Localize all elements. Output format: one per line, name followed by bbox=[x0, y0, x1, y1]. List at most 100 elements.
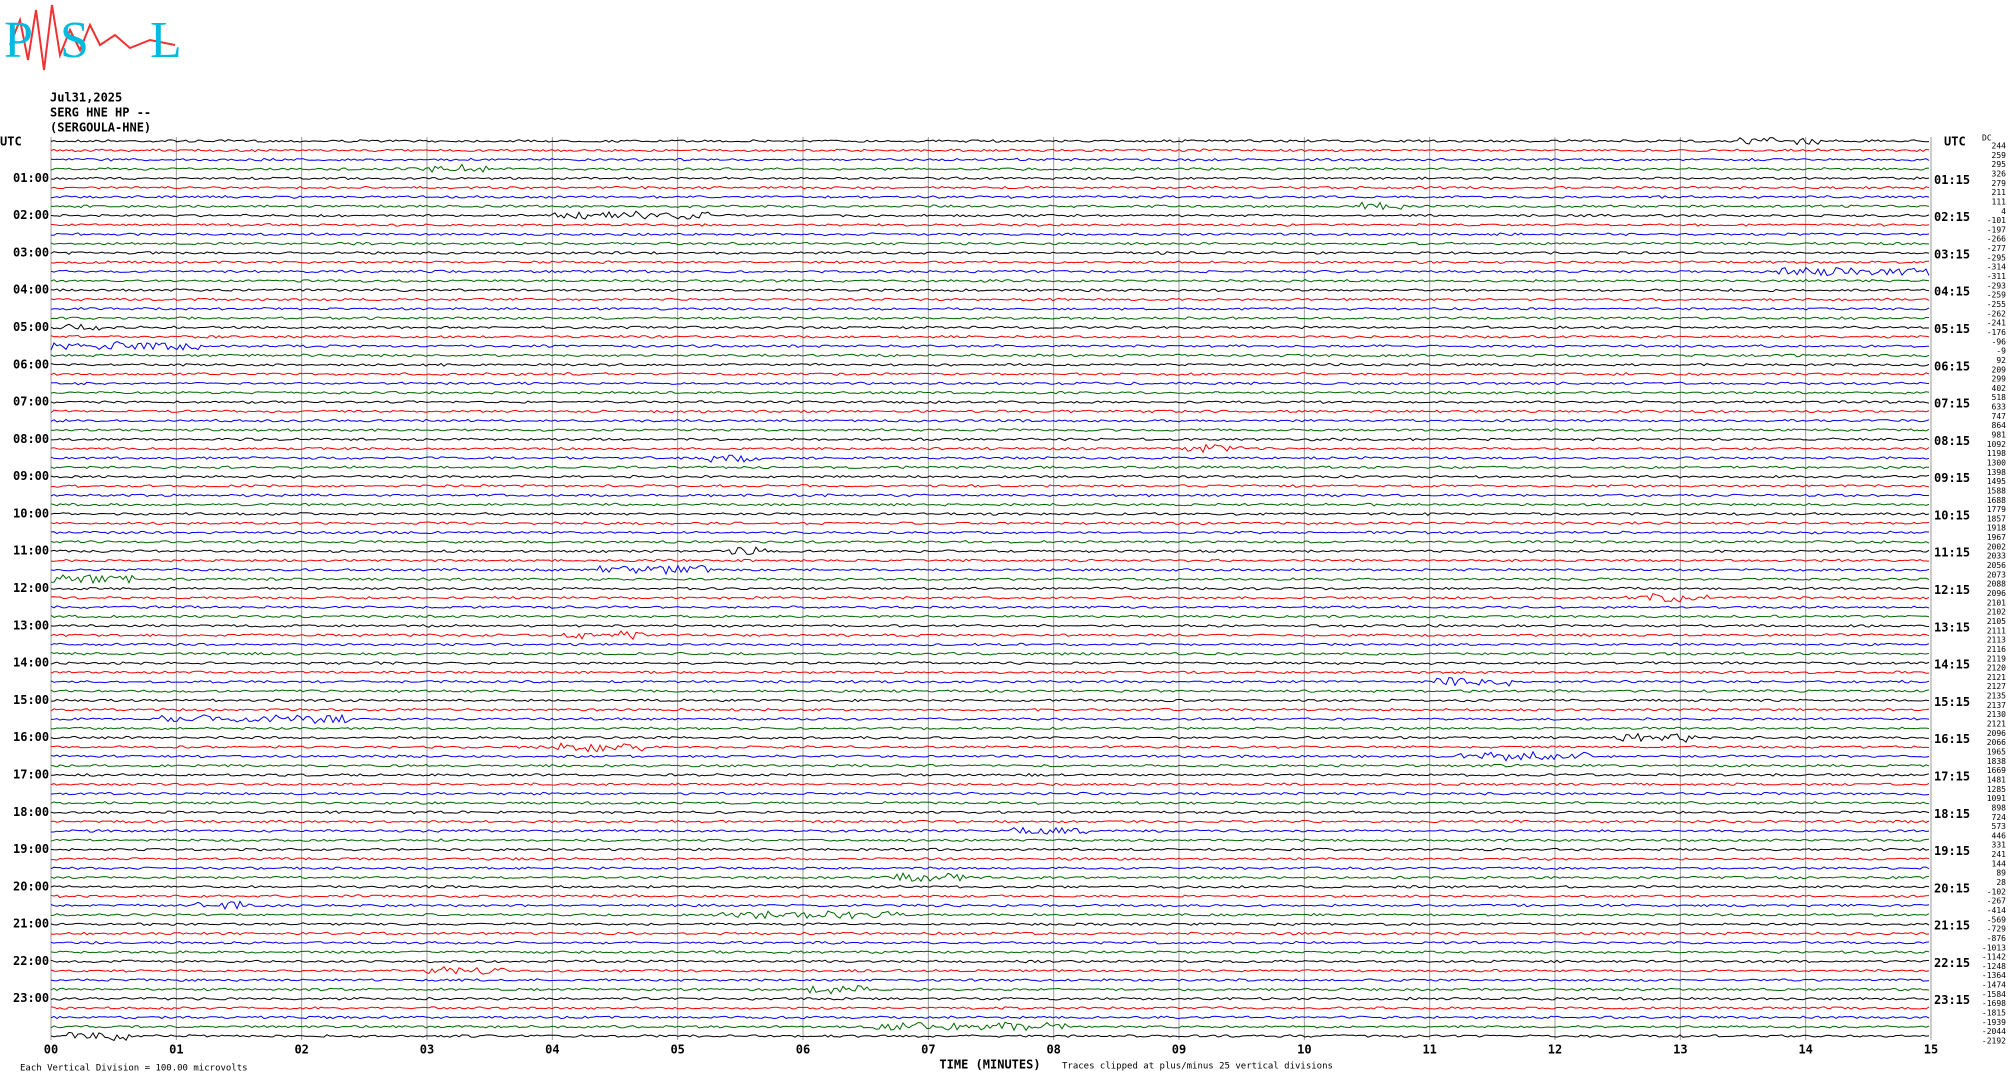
offset-label: 1965 bbox=[1987, 747, 2006, 756]
trace bbox=[50, 871, 1930, 883]
trace bbox=[50, 400, 1930, 404]
offset-label: -101 bbox=[1987, 216, 2006, 225]
trace bbox=[51, 856, 1930, 861]
offset-label: 2033 bbox=[1987, 552, 2006, 561]
hour-label: 01:00 bbox=[13, 171, 49, 185]
trace bbox=[50, 940, 1930, 945]
trace bbox=[50, 1006, 1930, 1010]
hour-label: 20:00 bbox=[13, 879, 49, 893]
trace bbox=[50, 539, 1930, 544]
x-tick-label: 15 bbox=[1924, 1043, 1938, 1057]
trace bbox=[50, 323, 1930, 331]
hour-label: 15:15 bbox=[1934, 695, 1970, 709]
trace bbox=[50, 512, 1930, 516]
hour-label: 12:15 bbox=[1934, 583, 1970, 597]
hour-label: 04:15 bbox=[1934, 285, 1970, 299]
x-tick-label: 09 bbox=[1172, 1043, 1186, 1057]
trace bbox=[50, 965, 1930, 975]
offset-label: 1838 bbox=[1987, 757, 2006, 766]
trace bbox=[50, 1031, 1930, 1042]
offset-label: 295 bbox=[1992, 160, 2007, 169]
trace bbox=[50, 742, 1930, 753]
offset-label: -259 bbox=[1987, 291, 2006, 300]
hour-label: 22:00 bbox=[13, 954, 49, 968]
offset-label: -241 bbox=[1987, 319, 2006, 328]
hour-label: 23:15 bbox=[1934, 993, 1970, 1007]
clip-note: Traces clipped at plus/minus 25 vertical… bbox=[1062, 1062, 1333, 1072]
offset-label: -414 bbox=[1987, 906, 2006, 915]
offset-label: 724 bbox=[1992, 813, 2007, 822]
offset-label: 144 bbox=[1992, 859, 2007, 868]
offset-label: 2096 bbox=[1987, 589, 2006, 598]
hour-label: 11:00 bbox=[13, 544, 49, 558]
hour-label: 08:00 bbox=[13, 432, 49, 446]
trace bbox=[50, 390, 1930, 395]
trace bbox=[50, 521, 1930, 526]
trace bbox=[50, 266, 1930, 277]
trace bbox=[50, 316, 1930, 321]
offset-label: 92 bbox=[1996, 356, 2006, 365]
trace bbox=[50, 418, 1930, 423]
trace bbox=[50, 985, 1930, 995]
offset-label: 241 bbox=[1992, 850, 2007, 859]
trace bbox=[50, 437, 1930, 442]
offset-label: -266 bbox=[1987, 235, 2006, 244]
offset-label: 1285 bbox=[1987, 785, 2006, 794]
offset-label: 326 bbox=[1992, 169, 2007, 178]
offset-label: -311 bbox=[1987, 272, 2006, 281]
trace bbox=[50, 210, 1930, 220]
trace bbox=[50, 670, 1930, 675]
hour-label: 12:00 bbox=[13, 581, 49, 595]
offset-label: -267 bbox=[1987, 897, 2006, 906]
offset-label: 1398 bbox=[1987, 468, 2006, 477]
trace bbox=[50, 810, 1930, 815]
offset-title: DC bbox=[1982, 134, 1992, 143]
offset-label: 2056 bbox=[1987, 561, 2006, 570]
trace bbox=[50, 978, 1930, 982]
hour-label: 05:15 bbox=[1934, 322, 1970, 336]
offset-label: -1939 bbox=[1982, 1018, 2006, 1027]
x-tick-label: 07 bbox=[921, 1043, 935, 1057]
offset-label: 1857 bbox=[1987, 514, 2006, 523]
offset-label: 244 bbox=[1992, 142, 2007, 151]
offset-label: -176 bbox=[1987, 328, 2006, 337]
offset-label: -1364 bbox=[1982, 971, 2006, 980]
hour-label: 14:00 bbox=[13, 656, 49, 670]
offset-label: 446 bbox=[1992, 831, 2007, 840]
x-axis-title: TIME (MINUTES) bbox=[939, 1058, 1040, 1072]
trace bbox=[50, 443, 1930, 454]
offset-label: -277 bbox=[1987, 244, 2006, 253]
offset-label: 2073 bbox=[1987, 570, 2006, 579]
trace bbox=[50, 195, 1930, 199]
trace bbox=[50, 564, 1930, 576]
offset-label: -96 bbox=[1992, 337, 2007, 346]
trace bbox=[51, 201, 1930, 211]
offset-label: 1198 bbox=[1987, 449, 2006, 458]
trace bbox=[50, 910, 1930, 920]
x-tick-label: 06 bbox=[796, 1043, 810, 1057]
offset-label: 1688 bbox=[1987, 496, 2006, 505]
hour-label: 20:15 bbox=[1934, 881, 1970, 895]
trace bbox=[50, 163, 1930, 173]
trace bbox=[50, 409, 1930, 414]
x-tick-label: 04 bbox=[545, 1043, 559, 1057]
offset-label: 299 bbox=[1992, 375, 2007, 384]
trace bbox=[50, 642, 1930, 647]
offset-label: 28 bbox=[1996, 878, 2006, 887]
logo-letter: S bbox=[60, 12, 89, 69]
trace bbox=[50, 465, 1930, 470]
offset-label: 111 bbox=[1992, 197, 2007, 206]
x-tick-label: 11 bbox=[1422, 1043, 1436, 1057]
offset-label: 1588 bbox=[1987, 486, 2006, 495]
offset-label: -1698 bbox=[1982, 999, 2006, 1008]
trace bbox=[50, 838, 1930, 843]
offset-label: 1918 bbox=[1987, 524, 2006, 533]
trace bbox=[50, 334, 1930, 339]
offset-label: 2121 bbox=[1987, 673, 2006, 682]
trace bbox=[50, 232, 1930, 237]
hour-label: 09:15 bbox=[1934, 471, 1970, 485]
hour-label: 19:00 bbox=[13, 842, 49, 856]
offset-label: 2105 bbox=[1987, 617, 2006, 626]
trace bbox=[50, 782, 1930, 787]
trace bbox=[50, 959, 1930, 964]
